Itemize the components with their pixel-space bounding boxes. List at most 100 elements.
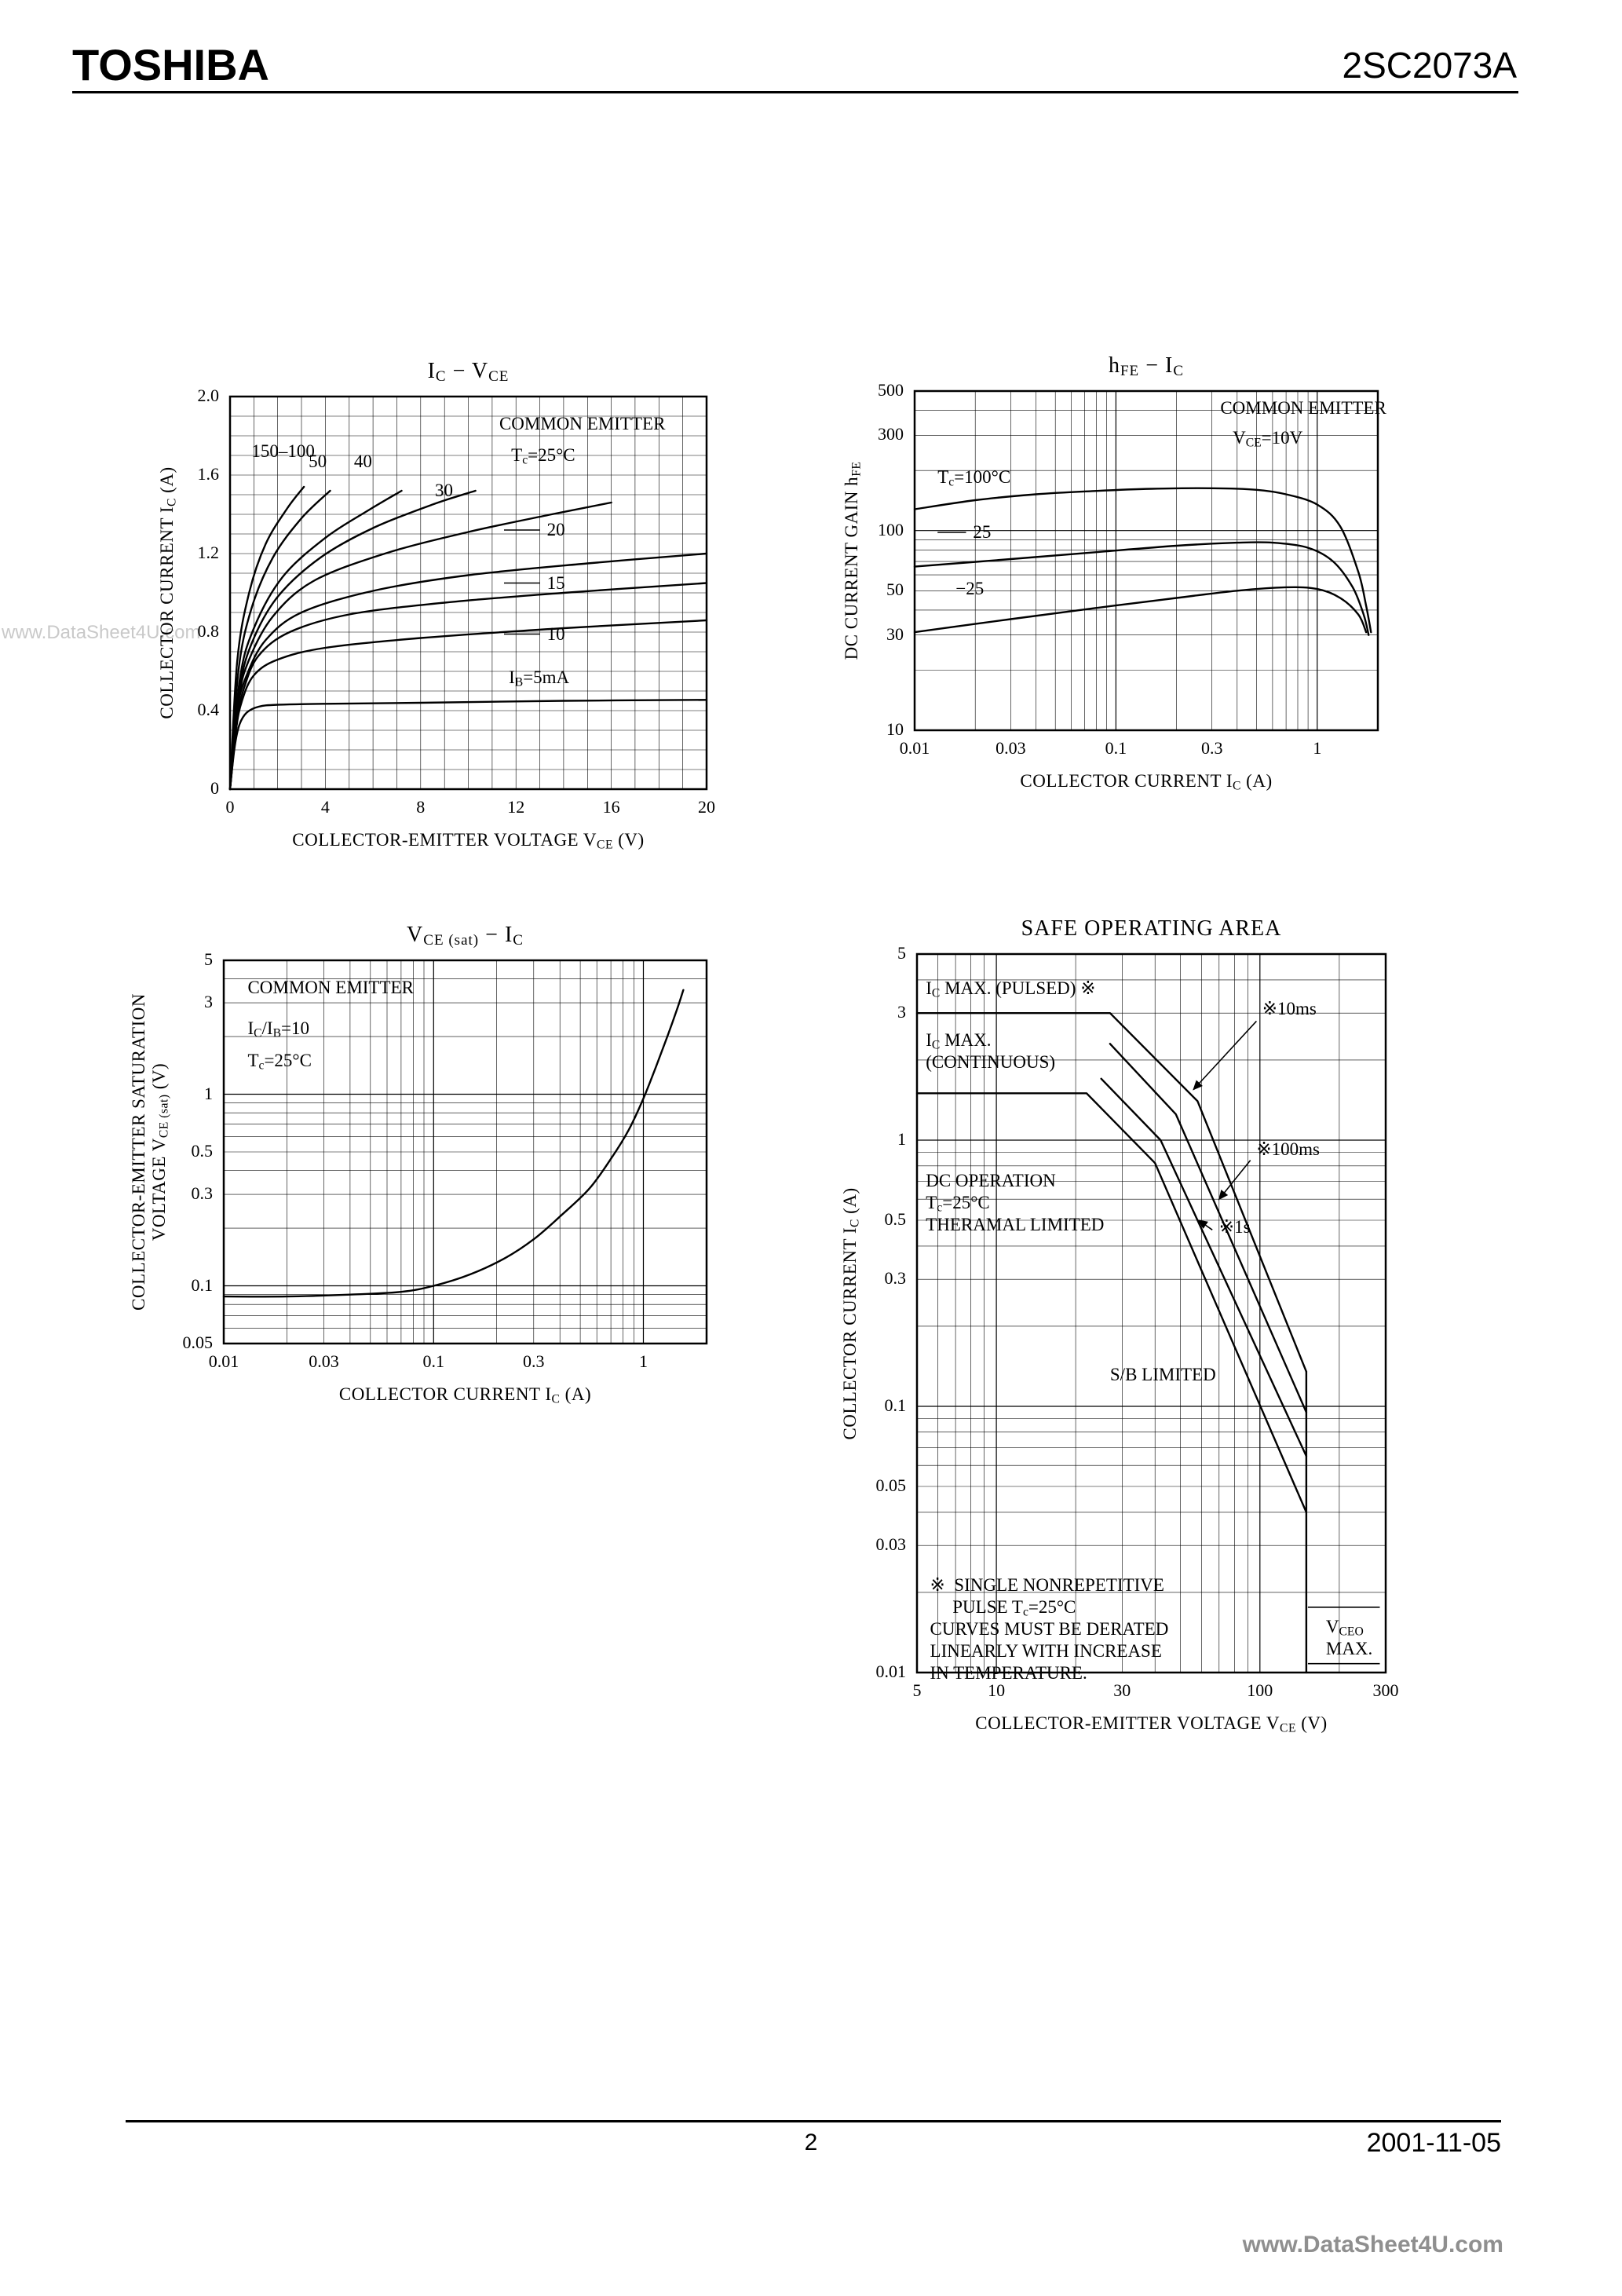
chart-label-ic-vce: 30 (435, 480, 453, 500)
chart-title-soa: SAFE OPERATING AREA (1021, 916, 1282, 941)
hfe-ic-x-tick-0.03: 0.03 (995, 738, 1026, 758)
leader-line (1193, 1020, 1257, 1091)
leader-line (1197, 1219, 1213, 1230)
x-axis-title-hfe-ic: COLLECTOR CURRENT IC (A) (1020, 771, 1273, 793)
header-rule (72, 91, 1518, 93)
chart-label-ic-vce: IB=5mA (509, 667, 570, 689)
plot-area-soa (915, 952, 1387, 1674)
vce-sat-ic-x-tick-0.01: 0.01 (208, 1351, 239, 1371)
hfe-ic-y-tick-100: 100 (878, 519, 904, 539)
vce-sat-ic-y-tick-0.3: 0.3 (191, 1183, 214, 1204)
hfe-ic-x-tick-1: 1 (1313, 738, 1322, 758)
hfe-ic-x-tick-0.1: 0.1 (1105, 738, 1127, 758)
hfe-ic-x-tick-0.01: 0.01 (899, 738, 930, 758)
ic-vce-y-tick-2.0: 2.0 (197, 386, 220, 405)
hfe-ic-x-tick-0.3: 0.3 (1200, 738, 1223, 758)
plot-area-hfe-ic (913, 389, 1379, 732)
chart-label-soa: S/B LIMITED (1109, 1365, 1216, 1385)
chart-label-hfe-ic: COMMON EMITTER (1220, 397, 1386, 418)
chart-label-ic-vce: 150–100 (251, 441, 315, 461)
soa-y-tick-0.01: 0.01 (875, 1662, 907, 1681)
chart-label-ic-vce: 20 (546, 519, 565, 539)
curve-IB=150mA (228, 485, 305, 791)
chart-label-soa: ※10ms (1262, 999, 1317, 1019)
leader-line (1218, 1160, 1251, 1201)
soa-x-tick-30: 30 (1113, 1680, 1131, 1700)
chart-label-vce-sat-ic: COMMON EMITTER (247, 977, 414, 997)
curve-pulse-1s (1100, 1077, 1308, 1457)
soa-x-tick-100: 100 (1247, 1680, 1273, 1700)
soa-y-tick-1: 1 (897, 1128, 906, 1149)
chart-title-hfe-ic: hFE − IC (1108, 353, 1185, 380)
curve-IB=40mA (228, 489, 477, 791)
footer-site-link: www.DataSheet4U.com (1242, 2232, 1503, 2258)
chart-label-ic-vce: 10 (546, 623, 565, 644)
chart-label-vce-sat-ic: IC/IB=10 (247, 1018, 310, 1040)
soa-x-tick-10: 10 (988, 1680, 1006, 1700)
vce-sat-ic-y-tick-5: 5 (204, 949, 213, 969)
curve-IB=100mA (228, 489, 331, 791)
footer-rule (126, 2120, 1501, 2122)
chart-label-ic-vce: 40 (353, 451, 372, 471)
curve-IB=20mA (228, 552, 708, 791)
chart-title-ic-vce: IC − VCE (427, 359, 510, 386)
vce-sat-ic-y-tick-1: 1 (204, 1083, 213, 1103)
ic-vce-y-tick-0.4: 0.4 (197, 700, 220, 719)
curve-Tc=100C (913, 487, 1372, 634)
curve-VCE(sat) (222, 989, 685, 1298)
hfe-ic-y-tick-10: 10 (886, 719, 904, 739)
chart-label-ic-vce: 50 (309, 451, 327, 471)
soa-y-tick-3: 3 (897, 1002, 906, 1022)
soa-x-tick-300: 300 (1372, 1680, 1399, 1700)
curve-IB=5mA (228, 699, 708, 791)
x-axis-title-soa: COLLECTOR-EMITTER VOLTAGE VCE (V) (975, 1713, 1328, 1735)
hfe-ic-y-tick-500: 500 (878, 380, 904, 400)
y-axis-title-soa: COLLECTOR CURRENT IC (A) (840, 1186, 862, 1440)
chart-label-soa: IC MAX. (PULSED) ※ (926, 978, 1096, 1000)
plot-area-ic-vce (228, 395, 708, 791)
chart-label-ic-vce: COMMON EMITTER (499, 413, 666, 433)
chart-label-vce-sat-ic: Tc=25°C (247, 1050, 312, 1072)
chart-label-soa: VCEO MAX. (1325, 1616, 1373, 1658)
chart-label-soa: ※1s (1218, 1217, 1251, 1238)
vce-sat-ic-x-tick-0.3: 0.3 (523, 1351, 545, 1371)
ic-vce-x-tick-0: 0 (225, 797, 235, 817)
hfe-ic-y-tick-30: 30 (886, 623, 904, 644)
curve-pulse-100ms (1109, 1043, 1308, 1413)
plot-area-vce-sat-ic (222, 959, 708, 1345)
vce-sat-ic-y-tick-0.1: 0.1 (191, 1274, 214, 1295)
soa-y-tick-0.5: 0.5 (884, 1209, 907, 1230)
ic-vce-x-tick-8: 8 (416, 797, 426, 817)
curve-ic-max-pulsed-10ms (915, 1012, 1308, 1373)
chart-label-ic-vce: Tc=25°C (511, 444, 575, 467)
footer-date: 2001-11-05 (1366, 2128, 1501, 2158)
hfe-ic-y-tick-50: 50 (886, 579, 904, 600)
chart-label-hfe-ic: Tc=100°C (937, 466, 1011, 489)
curve-IB=10mA (228, 619, 708, 791)
soa-y-tick-0.03: 0.03 (875, 1534, 907, 1555)
vce-sat-ic-y-tick-0.05: 0.05 (182, 1333, 214, 1352)
curve-IB=30mA (228, 501, 612, 791)
curve-IB=15mA (228, 582, 708, 791)
chart-label-hfe-ic: VCE=10V (1233, 428, 1303, 450)
toshiba-logo: TOSHIBA (72, 40, 269, 90)
ic-vce-x-tick-12: 12 (507, 797, 525, 817)
x-axis-title-vce-sat-ic: COLLECTOR CURRENT IC (A) (338, 1384, 592, 1406)
y-axis-title-ic-vce: COLLECTOR CURRENT IC (A) (157, 466, 179, 719)
curve-dc-continuous (915, 1092, 1308, 1514)
ic-vce-y-tick-1.6: 1.6 (197, 464, 220, 484)
chart-label-soa: IC MAX. (CONTINUOUS) (926, 1030, 1056, 1073)
soa-y-tick-0.05: 0.05 (875, 1475, 907, 1496)
page-number: 2 (804, 2130, 818, 2155)
ic-vce-y-tick-1.2: 1.2 (197, 543, 220, 562)
ic-vce-x-tick-20: 20 (698, 797, 715, 817)
chart-label-ic-vce: 15 (546, 572, 565, 593)
vce-sat-ic-y-tick-0.5: 0.5 (191, 1141, 214, 1161)
chart-label-hfe-ic: 25 (973, 521, 992, 542)
soa-y-tick-0.3: 0.3 (884, 1268, 907, 1289)
x-axis-title-ic-vce: COLLECTOR-EMITTER VOLTAGE VCE (V) (292, 830, 645, 852)
